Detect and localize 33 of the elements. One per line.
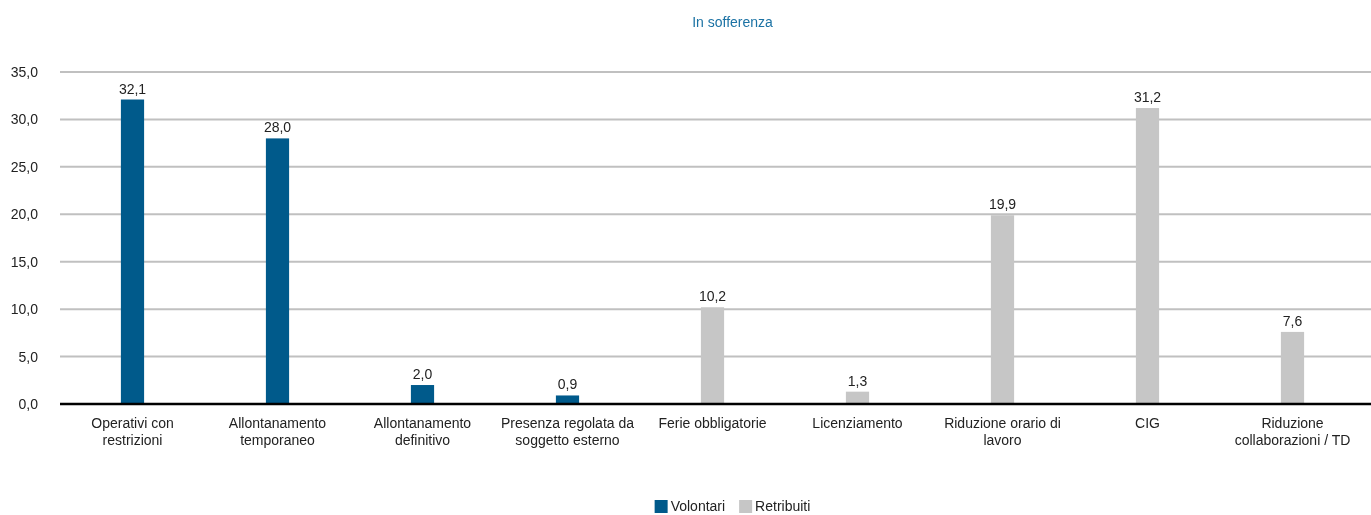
x-tick-label: Allontanamento temporaneo: [228, 414, 327, 448]
x-tick-label: Allontanamento definitivo: [373, 414, 472, 448]
x-tick-label: Operativi con restrizioni: [91, 414, 174, 448]
bar: [120, 99, 145, 404]
x-tick-label: Ferie obbligatorie: [658, 414, 767, 431]
data-label: 0,9: [557, 376, 578, 393]
data-label: 19,9: [988, 196, 1017, 213]
bar: [265, 138, 290, 404]
data-label: 32,1: [118, 80, 147, 97]
x-tick-label: Riduzione orario di lavoro: [944, 414, 1061, 448]
data-label: 10,2: [698, 288, 727, 305]
bar: [410, 385, 435, 404]
data-label: 1,3: [847, 372, 868, 389]
x-tick-label: Riduzione collaborazioni / TD: [1234, 414, 1351, 448]
x-tick-label: CIG: [1135, 414, 1160, 431]
y-tick-label: 15,0: [10, 253, 39, 270]
legend-label: Volontari: [670, 498, 726, 514]
data-label: 31,2: [1133, 89, 1162, 106]
x-tick-label: Licenziamento: [812, 414, 903, 431]
y-tick-label: 25,0: [10, 158, 39, 175]
y-tick-label: 20,0: [10, 206, 39, 223]
legend-label: Retribuiti: [755, 498, 811, 514]
y-tick-label: 35,0: [10, 63, 39, 80]
y-tick-label: 10,0: [10, 301, 39, 318]
data-label: 28,0: [263, 119, 292, 136]
data-label: 7,6: [1282, 312, 1303, 329]
data-label: 2,0: [412, 366, 433, 383]
bar: [555, 395, 580, 404]
y-tick-label: 30,0: [10, 111, 39, 128]
y-tick-label: 5,0: [18, 348, 39, 365]
y-tick-label: 0,0: [18, 395, 39, 412]
chart-title: In sofferenza: [692, 14, 774, 30]
x-tick-label: Presenza regolata da soggetto esterno: [500, 414, 635, 448]
